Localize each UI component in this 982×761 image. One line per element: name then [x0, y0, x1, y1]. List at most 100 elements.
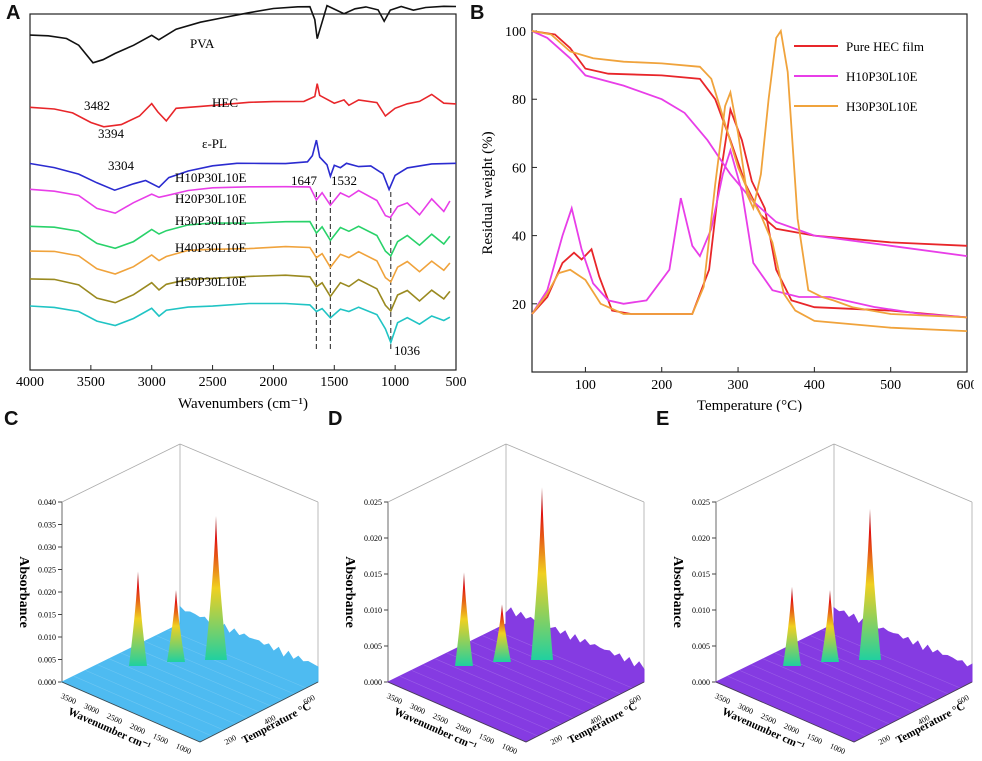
absorbance-peak — [167, 590, 185, 662]
surface-base — [60, 605, 319, 743]
z-tick-label: 0.010 — [38, 633, 56, 642]
surface-grid — [73, 675, 212, 737]
z-tick-label: 0.015 — [38, 611, 56, 620]
z-tick-label: 0.005 — [364, 642, 382, 651]
wavenumber-tick-label: 1500 — [477, 731, 495, 746]
x-tick-label: 3000 — [138, 375, 166, 390]
peak-annotation: 1532 — [331, 173, 357, 188]
legend-label: Pure HEC film — [846, 39, 924, 54]
wavenumber-tick-label: 1500 — [151, 731, 169, 746]
tgftir-3d-chart-c: 0.000 0.005 0.010 0.015 0.020 0.025 0.030 0.035… — [16, 443, 319, 756]
spectrum-line — [29, 4, 457, 64]
spectrum-line — [29, 302, 451, 345]
back-edge — [387, 443, 507, 503]
temperature-tick-label: 200 — [223, 733, 238, 747]
absorbance-peak — [129, 571, 147, 666]
wavenumber-tick-label: 3500 — [385, 691, 403, 706]
y-tick-label: 60 — [512, 161, 526, 176]
absorbance-peak — [205, 516, 227, 660]
surface-grid — [411, 670, 550, 731]
x-tick-label: 2000 — [259, 375, 287, 390]
z-tick-label: 0.005 — [38, 656, 56, 665]
z-axis-title: Absorbance — [16, 556, 31, 628]
surface-grid — [458, 646, 597, 707]
spectrum-line — [29, 139, 457, 192]
surface-grid — [822, 629, 961, 689]
absorbance-peak — [455, 572, 473, 666]
x-axis-title: Temperature (°C) — [697, 398, 802, 412]
curve-label: HEC — [212, 95, 238, 110]
wavenumber-tick-label: 3500 — [59, 691, 77, 706]
z-tick-label: 0.030 — [38, 543, 56, 552]
z-tick-label: 0.000 — [692, 678, 710, 687]
z-tick-label: 0.000 — [38, 678, 56, 687]
ftir-chart: 4000 3500 3000 2500 2000 1500 1000 500 Wavenumbe… — [16, 4, 467, 412]
wavenumber-tick-label: 1000 — [174, 741, 192, 756]
x-tick-label: 2500 — [199, 375, 227, 390]
y-axis-line — [525, 681, 645, 743]
z-axis-title: Absorbance — [342, 556, 357, 628]
z-tick-label: 0.035 — [38, 521, 56, 530]
y-tick-label: 80 — [512, 93, 526, 108]
spectrum-line — [29, 220, 451, 258]
surface-base — [386, 607, 645, 743]
peak-annotation: 1036 — [394, 343, 421, 358]
back-edge — [715, 443, 835, 503]
wavenumber-tick-label: 1000 — [828, 741, 846, 756]
curve-label: H10P30L10E — [175, 170, 247, 185]
z-tick-label: 0.025 — [38, 566, 56, 575]
surface-grid — [727, 675, 866, 737]
surface-grid — [763, 658, 902, 719]
temperature-tick-label: 200 — [877, 733, 892, 747]
curve-label: H20P30L10E — [175, 191, 247, 206]
x-axis-line — [715, 681, 855, 743]
y-axis-line — [199, 681, 319, 743]
x-tick-label: 3500 — [77, 375, 105, 390]
legend-label: H30P30L10E — [846, 99, 918, 114]
surface-grid — [144, 641, 283, 701]
peak-annotation: 3394 — [98, 126, 125, 141]
tga-chart: 100 200 300 400 500 600 20 40 60 80 100 Temperature… — [480, 13, 974, 412]
x-tick-label: 500 — [446, 375, 467, 390]
surface-grid — [97, 664, 236, 725]
curve-label: H30P30L10E — [175, 213, 247, 228]
absorbance-peak — [859, 508, 881, 660]
tgftir-3d-chart-e: 0.000 0.005 0.010 0.015 0.020 0.025 Absorbance… — [670, 443, 973, 756]
wavenumber-tick-label: 1000 — [500, 741, 518, 756]
z-tick-label: 0.025 — [692, 498, 710, 507]
dtg-curve — [531, 28, 968, 319]
curve-label: H50P30L10E — [175, 274, 247, 289]
surface-grid — [435, 658, 574, 719]
back-edge — [505, 443, 645, 503]
surface-base — [714, 606, 973, 743]
dtg-curve — [531, 105, 968, 319]
y-axis-line — [853, 681, 973, 743]
curve-label: ε-PL — [202, 136, 227, 151]
z-tick-label: 0.020 — [38, 588, 56, 597]
y-tick-label: 20 — [512, 298, 526, 313]
legend-label: H10P30L10E — [846, 69, 918, 84]
spectrum-line — [29, 83, 457, 128]
panel-b-letter: B — [470, 2, 485, 24]
curve-label: PVA — [190, 36, 215, 51]
x-tick-label: 1000 — [381, 375, 409, 390]
z-tick-label: 0.020 — [364, 534, 382, 543]
panel-e-letter: E — [656, 408, 670, 430]
x-axis-line — [61, 681, 201, 743]
tg-curve — [531, 30, 968, 332]
tg-curve — [531, 30, 968, 257]
curve-label: H40P30L10E — [175, 240, 247, 255]
surface-grid — [132, 646, 271, 707]
surface-grid — [494, 629, 633, 689]
temperature-tick-label: 200 — [549, 733, 564, 747]
x-axis-title: Wavenumbers (cm⁻¹) — [178, 396, 308, 412]
back-edge — [833, 443, 973, 503]
z-tick-label: 0.040 — [38, 498, 56, 507]
x-tick-label: 500 — [880, 378, 901, 393]
x-tick-label: 300 — [728, 378, 749, 393]
panel-a-letter: A — [6, 2, 21, 24]
x-tick-label: 100 — [575, 378, 596, 393]
spectrum-line — [29, 245, 451, 284]
z-tick-label: 0.010 — [364, 606, 382, 615]
z-tick-label: 0.015 — [364, 570, 382, 579]
